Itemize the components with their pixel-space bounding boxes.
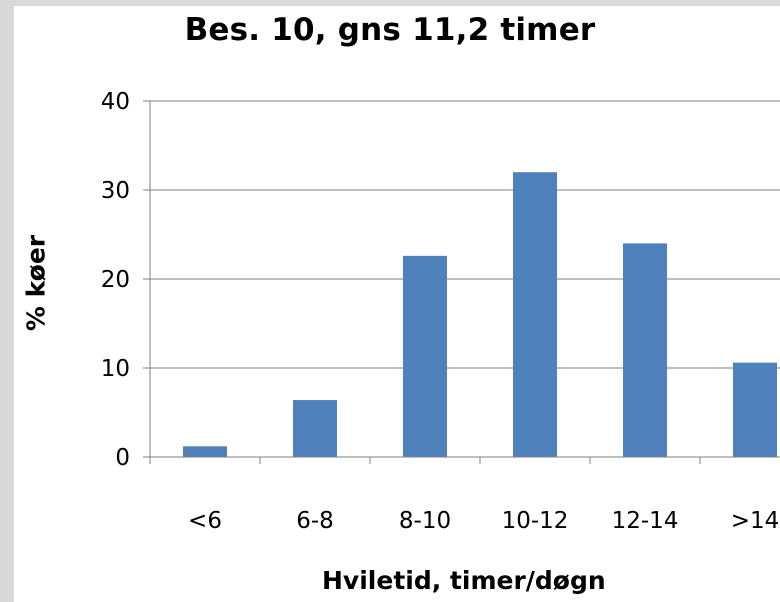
bar-8-10 [403, 255, 447, 457]
x-tick-labels: <6 6-8 8-10 10-12 12-14 >14 [188, 508, 779, 534]
y-tick-label: 0 [115, 445, 130, 471]
bars [183, 172, 777, 457]
chart-title: Bes. 10, gns 11,2 timer [184, 12, 596, 48]
bar-6-8 [293, 400, 337, 457]
x-tick-label: >14 [731, 508, 780, 534]
bar-10-12 [513, 172, 557, 457]
y-tick-label: 20 [101, 267, 130, 293]
x-tick-label: 12-14 [612, 508, 679, 534]
x-tick-label: 8-10 [399, 508, 451, 534]
x-tick-label: <6 [188, 508, 222, 534]
grid-lines [150, 100, 780, 369]
axes [143, 100, 780, 464]
bar->14 [733, 362, 777, 457]
x-tick-label: 6-8 [296, 508, 334, 534]
y-tick-labels: 0 10 20 30 40 [101, 89, 130, 471]
x-axis-label: Hviletid, timer/døgn [322, 566, 606, 595]
x-tick-label: 10-12 [502, 508, 569, 534]
bar-12-14 [623, 243, 667, 457]
y-tick-label: 40 [101, 89, 130, 115]
bar-<6 [183, 446, 227, 457]
y-tick-label: 30 [101, 178, 130, 204]
y-tick-label: 10 [101, 356, 130, 382]
